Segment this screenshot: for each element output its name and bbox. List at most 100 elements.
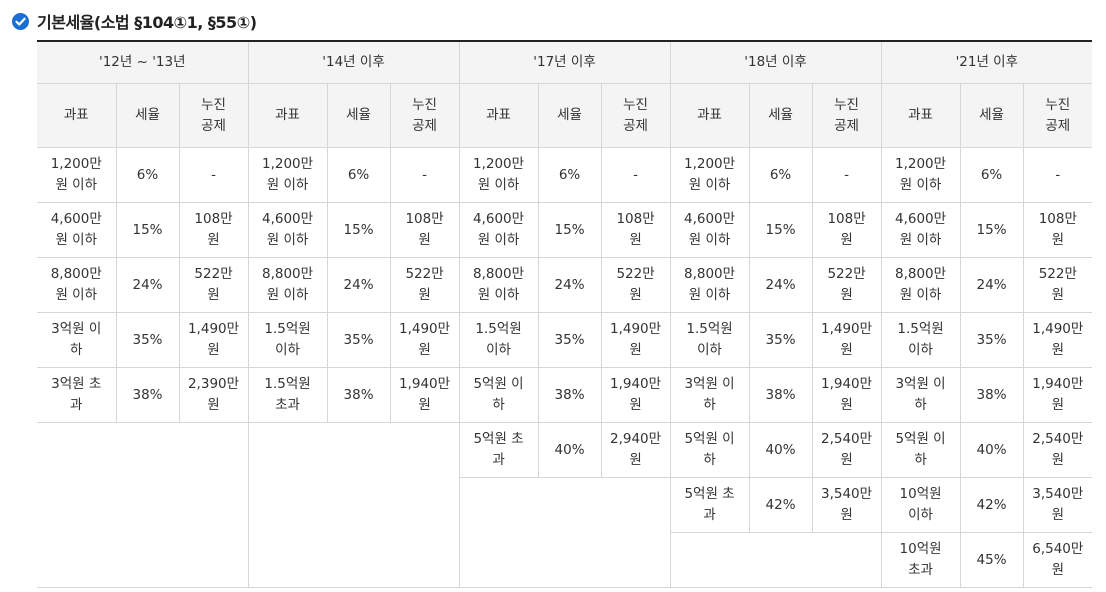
tax-rate-cell: 35% <box>960 312 1024 368</box>
tax-base-cell: 1.5억원 이하 <box>881 312 961 368</box>
deduction-cell: 522만 원 <box>390 257 460 313</box>
tax-rate-cell: 38% <box>327 367 391 423</box>
tax-rate-cell: 15% <box>327 202 391 258</box>
deduction-cell: 108만 원 <box>179 202 249 258</box>
deduction-cell: 1,490만 원 <box>179 312 249 368</box>
tax-base-header: 과표 <box>459 83 539 148</box>
deduction-cell: 1,940만 원 <box>601 367 671 423</box>
deduction-header: 누진 공제 <box>812 83 882 148</box>
deduction-cell: 1,490만 원 <box>601 312 671 368</box>
table-row: 1,200만 원 이하 6% -1,200만 원 이하 6% -1,200만 원 이하 6% -1… <box>37 147 1093 203</box>
tax-rate-cell: 40% <box>960 422 1024 478</box>
tax-rate-header: 세율 <box>116 83 180 148</box>
deduction-cell: 2,540만 원 <box>812 422 882 478</box>
tax-base-cell: 1.5억원 이하 <box>670 312 750 368</box>
deduction-cell: 522만 원 <box>601 257 671 313</box>
tax-rate-cell: 24% <box>327 257 391 313</box>
tax-rate-cell: 24% <box>538 257 602 313</box>
tax-rate-cell: 6% <box>538 147 602 203</box>
tax-rate-cell: 45% <box>960 532 1024 588</box>
deduction-cell: 522만 원 <box>1023 257 1093 313</box>
tax-rate-cell: 15% <box>116 202 180 258</box>
deduction-header: 누진 공제 <box>1023 83 1093 148</box>
table-row: 3억원 이 하 35% 1,490만 원 1.5억원 이하 35% 1,490만 원 1.5억원 이하… <box>37 312 1093 368</box>
section-title: 기본세율(소법 §104①1, §55①) <box>12 9 257 33</box>
period-header-row: '12년 ~ '13년 '14년 이후 '17년 이후 '18년 이후 '21년 이후 <box>37 40 1093 84</box>
deduction-cell: 2,540만 원 <box>1023 422 1093 478</box>
empty-cell <box>37 422 249 588</box>
tax-rate-cell: 6% <box>749 147 813 203</box>
tax-base-header: 과표 <box>37 83 117 148</box>
deduction-cell: 6,540만 원 <box>1023 532 1093 588</box>
tax-rate-cell: 40% <box>749 422 813 478</box>
tax-base-cell: 4,600만 원 이하 <box>459 202 539 258</box>
title-text: 기본세율(소법 §104①1, §55①) <box>37 13 257 32</box>
tax-rate-header: 세율 <box>960 83 1024 148</box>
deduction-cell: - <box>1023 147 1093 203</box>
table-body: 1,200만 원 이하 6% -1,200만 원 이하 6% -1,200만 원 이하 6% -1… <box>37 147 1093 588</box>
table-row: 5억원 초 과 42% 3,540만 원 10억원 이하 42% 3,540만 원 <box>37 477 1093 588</box>
deduction-cell: 1,490만 원 <box>390 312 460 368</box>
tax-rate-cell: 6% <box>116 147 180 203</box>
deduction-cell: 1,940만 원 <box>812 367 882 423</box>
tax-rate-header: 세율 <box>538 83 602 148</box>
period-header: '18년 이후 <box>670 40 882 84</box>
tax-rate-cell: 15% <box>749 202 813 258</box>
tax-base-cell: 4,600만 원 이하 <box>37 202 117 258</box>
tax-base-cell: 10억원 초과 <box>881 532 961 588</box>
period-header: '17년 이후 <box>459 40 671 84</box>
tax-rate-header: 세율 <box>327 83 391 148</box>
tax-base-cell: 1,200만 원 이하 <box>670 147 750 203</box>
tax-base-cell: 4,600만 원 이하 <box>248 202 328 258</box>
tax-base-cell: 1,200만 원 이하 <box>248 147 328 203</box>
deduction-cell: 3,540만 원 <box>1023 477 1093 533</box>
table-row: 5억원 초 과 40% 2,940만 원 5억원 이 하 40% 2,540만 원 5억원 이 하 40… <box>37 422 1093 588</box>
tax-rate-cell: 38% <box>538 367 602 423</box>
tax-base-header: 과표 <box>248 83 328 148</box>
tax-rate-cell: 38% <box>960 367 1024 423</box>
tax-rate-cell: 42% <box>960 477 1024 533</box>
deduction-cell: 1,940만 원 <box>1023 367 1093 423</box>
tax-rate-cell: 35% <box>749 312 813 368</box>
check-circle-icon <box>12 12 29 30</box>
deduction-cell: 108만 원 <box>1023 202 1093 258</box>
empty-cell <box>670 532 882 588</box>
tax-base-cell: 1,200만 원 이하 <box>37 147 117 203</box>
tax-rate-cell: 24% <box>960 257 1024 313</box>
tax-rate-cell: 24% <box>116 257 180 313</box>
tax-rate-cell: 38% <box>116 367 180 423</box>
deduction-cell: - <box>601 147 671 203</box>
tax-rate-table: '12년 ~ '13년 '14년 이후 '17년 이후 '18년 이후 '21년 이후 … <box>37 40 1093 588</box>
table-row: 4,600만 원 이하 15% 108만 원 4,600만 원 이하 15% 108만 원 4,60… <box>37 202 1093 258</box>
deduction-cell: 522만 원 <box>179 257 249 313</box>
tax-base-cell: 1,200만 원 이하 <box>459 147 539 203</box>
tax-rate-cell: 15% <box>960 202 1024 258</box>
tax-base-cell: 8,800만 원 이하 <box>37 257 117 313</box>
deduction-cell: 2,390만 원 <box>179 367 249 423</box>
empty-cell <box>459 477 671 588</box>
deduction-header: 누진 공제 <box>601 83 671 148</box>
tax-base-cell: 1.5억원 이하 <box>459 312 539 368</box>
deduction-cell: 522만 원 <box>812 257 882 313</box>
deduction-cell: - <box>179 147 249 203</box>
deduction-cell: 108만 원 <box>812 202 882 258</box>
tax-rate-cell: 6% <box>960 147 1024 203</box>
tax-base-header: 과표 <box>881 83 961 148</box>
deduction-header: 누진 공제 <box>390 83 460 148</box>
period-header: '14년 이후 <box>248 40 460 84</box>
tax-rate-cell: 35% <box>538 312 602 368</box>
tax-rate-cell: 35% <box>116 312 180 368</box>
tax-rate-cell: 40% <box>538 422 602 478</box>
deduction-cell: 1,490만 원 <box>812 312 882 368</box>
table-row: 10억원 초과 45% 6,540만 원 <box>37 532 1093 588</box>
tax-base-cell: 1.5억원 초과 <box>248 367 328 423</box>
tax-rate-cell: 24% <box>749 257 813 313</box>
period-header: '21년 이후 <box>881 40 1093 84</box>
tax-rate-cell: 6% <box>327 147 391 203</box>
tax-base-cell: 1,200만 원 이하 <box>881 147 961 203</box>
